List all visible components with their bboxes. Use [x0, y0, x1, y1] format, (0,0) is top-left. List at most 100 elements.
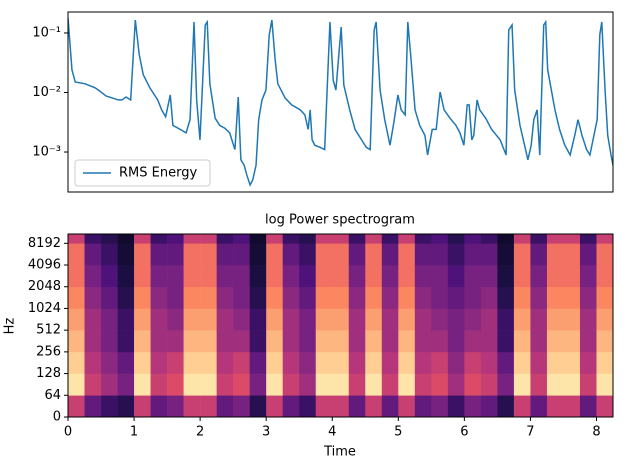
spectrogram-cell — [596, 351, 614, 374]
spectrogram-cell — [167, 395, 184, 418]
spectrogram-cell — [117, 351, 135, 374]
spectrogram-cell — [101, 265, 118, 288]
spectrogram-cell — [332, 243, 350, 266]
spectrogram-cell — [596, 243, 614, 266]
spectrogram-cell — [447, 286, 465, 309]
spectrogram-cell — [183, 243, 201, 266]
y-tick-label: 10⁻² — [32, 85, 61, 100]
plot-area — [68, 17, 613, 187]
spectrogram-cell — [398, 234, 416, 244]
spectrogram-cell — [134, 243, 151, 266]
spectrogram-cell — [365, 286, 383, 309]
spectrogram-cell — [414, 308, 432, 331]
spectrogram-cell — [68, 234, 85, 244]
x-tick-label: 8 — [592, 425, 600, 440]
spectrogram-cell — [398, 265, 416, 288]
spectrogram-cell — [216, 395, 234, 418]
spectrogram-cell — [447, 351, 465, 374]
spectrogram-cell — [480, 286, 498, 309]
spectrogram-cell — [513, 265, 531, 288]
spectrogram-cell — [348, 330, 366, 353]
spectrogram-cell — [84, 308, 102, 331]
spectrogram-cell — [579, 351, 597, 374]
spectrogram-cell — [332, 286, 350, 309]
spectrogram-cell — [249, 351, 267, 374]
spectrogram-cell — [563, 330, 581, 353]
spectrogram-cell — [348, 351, 366, 374]
spectrogram-cell — [546, 265, 564, 288]
y-axis-label: Hz — [3, 318, 18, 335]
spectrogram-cell — [84, 330, 102, 353]
y-tick-label: 2048 — [28, 279, 61, 294]
spectrogram-cell — [579, 395, 597, 418]
spectrogram-cell — [249, 373, 267, 396]
spectrogram-cell — [216, 286, 234, 309]
spectrogram-cell — [68, 286, 85, 309]
spectrogram-cell — [579, 243, 597, 266]
spectrogram-cell — [480, 373, 498, 396]
spectrogram-cell — [513, 308, 531, 331]
spectrogram-cell — [315, 234, 333, 244]
spectrogram-cell — [464, 286, 482, 309]
spectrogram-cell — [266, 308, 283, 331]
spectrogram-cell — [68, 330, 85, 353]
spectrogram-cell — [381, 243, 399, 266]
legend-box — [74, 159, 211, 187]
axes-frame — [67, 233, 614, 418]
spectrogram-cell — [348, 373, 366, 396]
spectrogram-cell — [546, 373, 564, 396]
spectrogram-cell — [150, 351, 168, 374]
spectrogram-cell — [266, 286, 283, 309]
spectrogram-cell — [200, 351, 217, 374]
spectrogram-cell — [398, 243, 416, 266]
spectrogram-cell — [266, 351, 283, 374]
spectrogram-cell — [101, 234, 118, 244]
spectrogram-cell — [464, 265, 482, 288]
spectrogram-cell — [134, 234, 151, 244]
spectrogram-cell — [513, 243, 531, 266]
spectrogram-cell — [414, 265, 432, 288]
spectrogram-cell — [117, 395, 135, 418]
spectrogram-cell — [315, 330, 333, 353]
spectrogram-cell — [134, 351, 151, 374]
spectrogram-cell — [447, 395, 465, 418]
spectrogram-cell — [167, 308, 184, 331]
x-axis-label: Time — [323, 445, 356, 460]
spectrogram-cell — [431, 243, 449, 266]
spectrogram-cell — [150, 243, 168, 266]
spectrogram-cell — [431, 330, 449, 353]
spectrogram-cell — [299, 286, 317, 309]
spectrogram-cell — [315, 395, 333, 418]
spectrogram-cell — [299, 308, 317, 331]
spectrogram-cell — [101, 330, 118, 353]
spectrogram-cell — [249, 265, 267, 288]
spectrogram-cell — [579, 265, 597, 288]
spectrogram-cell — [513, 286, 531, 309]
spectrogram-cell — [183, 265, 201, 288]
spectrogram-cell — [117, 234, 135, 244]
spectrogram-cell — [480, 243, 498, 266]
spectrogram-cell — [134, 395, 151, 418]
spectrogram-cell — [101, 395, 118, 418]
spectrogram-cell — [249, 330, 267, 353]
spectrogram-cell — [447, 243, 465, 266]
spectrogram-cell — [414, 395, 432, 418]
spectrogram-cell — [398, 351, 416, 374]
spectrogram-cell — [381, 351, 399, 374]
spectrogram-cell — [563, 286, 581, 309]
spectrogram-cell — [84, 373, 102, 396]
spectrogram-cell — [150, 286, 168, 309]
spectrogram-cell — [68, 308, 85, 331]
spectrogram-cell — [233, 351, 250, 374]
axes-frame — [67, 11, 614, 193]
spectrogram-cell — [216, 351, 234, 374]
spectrogram-cell — [315, 351, 333, 374]
spectrogram-cell — [447, 330, 465, 353]
spectrogram-cell — [282, 265, 300, 288]
spectrogram-cell — [431, 395, 449, 418]
spectrogram-cell — [348, 234, 366, 244]
spectrogram-cell — [563, 308, 581, 331]
spectrogram-cell — [282, 308, 300, 331]
spectrogram-cell — [68, 395, 85, 418]
x-tick-label: 0 — [64, 425, 72, 440]
